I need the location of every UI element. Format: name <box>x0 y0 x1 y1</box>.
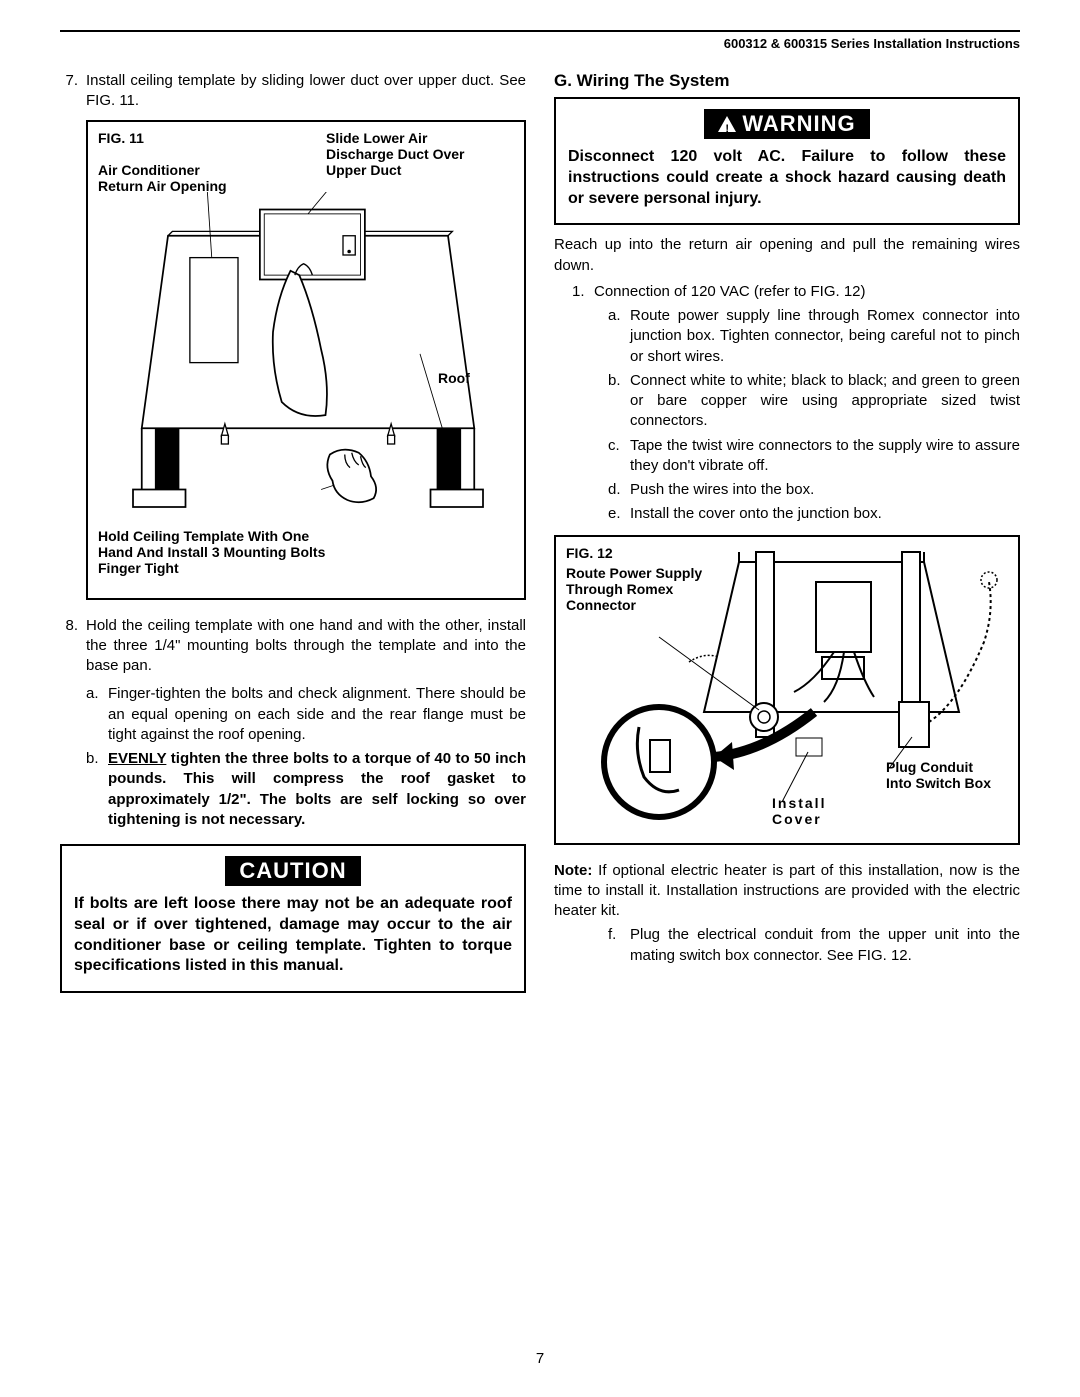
text: Connect white to white; black to black; … <box>630 371 1020 432</box>
figure-11: FIG. 11 Slide Lower Air Discharge Duct O… <box>86 120 526 600</box>
item-1c: c.Tape the twist wire connectors to the … <box>608 436 1020 477</box>
header-text: 600312 & 600315 Series Installation Inst… <box>60 36 1020 51</box>
item1-text: Connection of 120 VAC (refer to FIG. 12) <box>594 282 866 302</box>
caution-box: CAUTION If bolts are left loose there ma… <box>60 844 526 993</box>
label-slide-duct: Slide Lower Air Discharge Duct Over Uppe… <box>326 130 486 178</box>
letter: c. <box>608 436 630 477</box>
item-1d: d.Push the wires into the box. <box>608 480 1020 500</box>
note-prefix: Note: <box>554 862 592 879</box>
sub-letter: a. <box>86 684 108 745</box>
intro-text: Reach up into the return air opening and… <box>554 235 1020 276</box>
banner-wrap: CAUTION <box>74 856 512 886</box>
page-number: 7 <box>0 1350 1080 1367</box>
item-1: 1. Connection of 120 VAC (refer to FIG. … <box>572 282 1020 302</box>
step-7: 7. Install ceiling template by sliding l… <box>60 71 526 112</box>
page: 600312 & 600315 Series Installation Inst… <box>0 0 1080 993</box>
text: Route power supply line through Romex co… <box>630 306 1020 367</box>
warning-text: Disconnect 120 volt AC. Failure to follo… <box>568 147 1006 209</box>
sub-text: Finger-tighten the bolts and check align… <box>108 684 526 745</box>
warning-triangle-icon: ! <box>718 116 736 132</box>
text: Tape the twist wire connectors to the su… <box>630 436 1020 477</box>
figure-12: FIG. 12 Route Power Supply Through Romex… <box>554 535 1020 845</box>
content-columns: 7. Install ceiling template by sliding l… <box>60 71 1020 993</box>
step-8: 8. Hold the ceiling template with one ha… <box>60 616 526 677</box>
fig12-diagram <box>564 547 1004 837</box>
text: Install the cover onto the junction box. <box>630 504 882 524</box>
sub-letter: b. <box>86 749 108 830</box>
warning-banner: ! WARNING <box>704 109 869 139</box>
step-number: 8. <box>60 616 86 677</box>
step-8b: b. EVENLY tighten the three bolts to a t… <box>86 749 526 830</box>
sub-text: EVENLY tighten the three bolts to a torq… <box>108 749 526 830</box>
item-1b: b.Connect white to white; black to black… <box>608 371 1020 432</box>
item-1e: e.Install the cover onto the junction bo… <box>608 504 1020 524</box>
caution-banner: CAUTION <box>225 856 360 886</box>
heater-note: Note: If optional electric heater is par… <box>554 861 1020 922</box>
letter: a. <box>608 306 630 367</box>
step8b-rest: tighten the three bolts to a torque of 4… <box>108 750 526 828</box>
section-g-title: G. Wiring The System <box>554 71 1020 91</box>
note-text: If optional electric heater is part of t… <box>554 862 1020 920</box>
header-rule <box>60 30 1020 32</box>
left-column: 7. Install ceiling template by sliding l… <box>60 71 526 993</box>
right-column: G. Wiring The System ! WARNING Disconnec… <box>554 71 1020 993</box>
evenly-word: EVENLY <box>108 750 166 767</box>
step-8a: a. Finger-tighten the bolts and check al… <box>86 684 526 745</box>
letter: d. <box>608 480 630 500</box>
item-1f: f.Plug the electrical conduit from the u… <box>608 925 1020 966</box>
warning-box: ! WARNING Disconnect 120 volt AC. Failur… <box>554 97 1020 225</box>
warning-word: WARNING <box>742 111 855 137</box>
text: Push the wires into the box. <box>630 480 814 500</box>
step-text: Hold the ceiling template with one hand … <box>86 616 526 677</box>
letter: f. <box>608 925 630 966</box>
text: Plug the electrical conduit from the upp… <box>630 925 1020 966</box>
fig11-diagram <box>98 192 518 542</box>
label-return-air: Air Conditioner Return Air Opening <box>98 162 238 194</box>
letter: b. <box>608 371 630 432</box>
letter: e. <box>608 504 630 524</box>
step-text: Install ceiling template by sliding lowe… <box>86 71 526 112</box>
item-1a: a.Route power supply line through Romex … <box>608 306 1020 367</box>
banner-wrap: ! WARNING <box>568 109 1006 139</box>
step-number: 7. <box>60 71 86 112</box>
num: 1. <box>572 282 594 302</box>
caution-text: If bolts are left loose there may not be… <box>74 894 512 977</box>
